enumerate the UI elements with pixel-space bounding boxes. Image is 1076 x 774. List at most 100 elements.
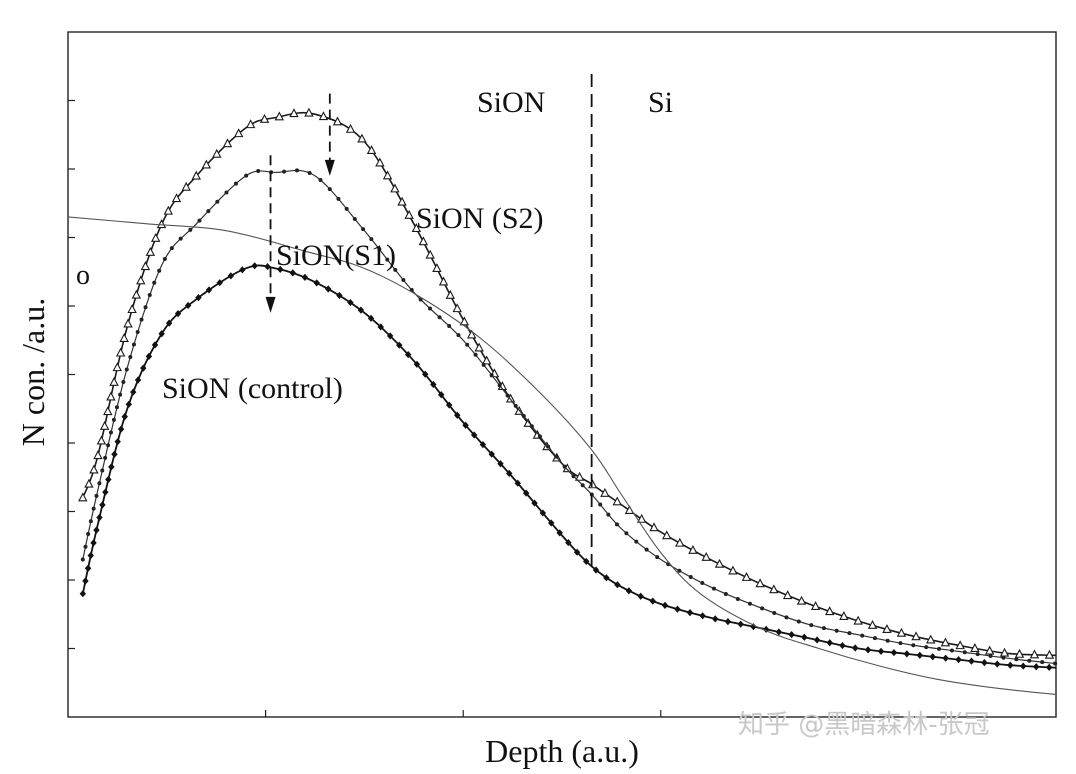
marker-dot [86,532,91,537]
marker-triangle [140,261,151,271]
marker-triangle [332,116,343,126]
marker-triangle [89,464,99,474]
marker-dot [847,631,852,636]
marker-diamond [93,526,100,534]
marker-dot [197,218,202,223]
marker-dot [114,405,119,410]
marker-dot [1053,661,1058,666]
y-axis-label: N con. /a.u. [15,298,51,446]
marker-diamond [96,513,103,522]
marker-diamond [479,441,487,449]
marker-diamond [625,587,633,595]
marker-triangle [782,590,793,600]
marker-triangle [940,637,951,647]
marker-diamond [413,360,421,368]
marker-triangle [970,643,980,652]
marker-diamond [313,279,320,287]
marker-triangle [867,619,878,629]
marker-triangle [233,128,244,138]
marker-triangle [109,376,119,386]
marker-dot [1001,655,1006,660]
marker-diamond [903,650,911,658]
marker-dot [111,417,116,422]
marker-triangle [755,578,765,588]
marker-diamond [813,636,821,644]
annotation-arrow-head [265,296,276,313]
marker-diamond [890,648,898,657]
marker-diamond [573,548,581,556]
marker-triangle [245,119,256,129]
marker-dot [256,168,261,173]
marker-diamond [140,364,147,372]
marker-dot [128,354,133,359]
marker-dot [624,531,629,536]
marker-triangle [466,329,477,339]
marker-diamond [826,639,833,647]
marker-dot [521,414,526,419]
marker-triangle [136,275,146,285]
marker-diamond [603,574,610,582]
marker-triangle [222,138,233,148]
marker-triangle [131,289,142,299]
marker-triangle [96,435,107,445]
marker-triangle [505,393,516,403]
marker-triangle [459,316,470,326]
marker-triangle [1014,648,1025,658]
marker-dot [513,403,518,408]
marker-diamond [111,450,118,458]
marker-triangle [99,420,110,430]
marker-diamond [583,557,590,566]
watermark: 知乎 @黑暗森林-张冠 [738,710,990,740]
marker-diamond [968,657,975,665]
marker-triangle [445,289,456,299]
marker-dot [988,653,993,658]
marker-diamond [470,431,478,439]
marker-dot [401,278,406,283]
marker-dot [224,190,229,195]
marker-diamond [788,631,795,639]
marker-triangle [418,236,429,246]
series-line-sion-s1 [82,169,1057,665]
marker-dot [143,305,148,310]
marker-diamond [852,644,859,652]
marker-dot [772,610,777,615]
marker-triangle [452,303,462,313]
marker-dot [88,519,93,524]
marker-dot [385,257,390,262]
marker-diamond [165,319,173,327]
marker-dot [135,330,140,335]
marker-dot [369,237,374,242]
marker-dot [152,280,157,285]
marker-dot [147,292,152,297]
axes [68,99,662,717]
marker-triangle [649,522,659,532]
marker-triangle [438,276,449,286]
marker-dot [784,615,789,620]
marker-dot [473,352,478,357]
marker-dot [598,502,603,507]
marker-triangle [123,318,133,328]
marker-triangle [662,530,672,540]
marker-diamond [108,463,115,471]
marker-dot [83,544,88,549]
marker-diamond [514,479,521,487]
marker-diamond [1033,663,1040,671]
marker-diamond [145,352,153,360]
marker-dot [437,315,442,320]
marker-dot [949,648,954,653]
marker-diamond [367,314,375,322]
marker-triangle [115,347,126,357]
marker-diamond [548,519,555,527]
marker-diamond [864,646,872,654]
marker-dot [206,209,211,214]
marker-dot [318,178,323,183]
marker-dot [233,181,238,186]
marker-triangle [289,108,299,118]
marker-triangle [911,631,921,641]
marker-dot [911,643,916,648]
marker-triangle [728,565,738,575]
marker-dot [554,454,559,459]
marker-dot [688,574,693,579]
marker-diamond [661,601,669,609]
marker-diamond [377,323,384,331]
